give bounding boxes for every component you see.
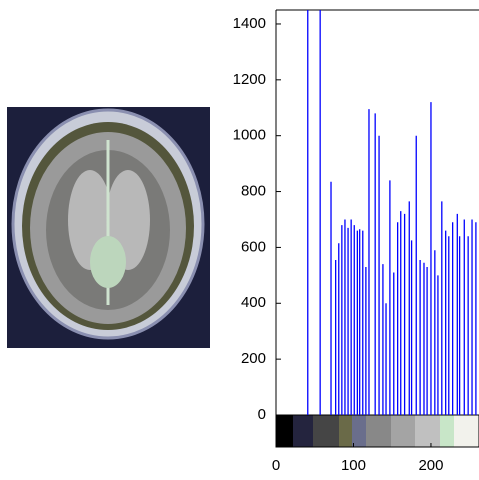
y-tick-label: 1200	[233, 71, 266, 88]
screen: 0 200 400 600 800 1000 1200 1400 0 100 200	[0, 0, 479, 480]
y-tick-label: 400	[241, 294, 266, 311]
y-tick-label: 800	[241, 183, 266, 200]
y-tick-label: 200	[241, 350, 266, 367]
plot-area	[308, 0, 476, 415]
y-tick-label: 1400	[233, 15, 266, 32]
x-tick-label: 200	[418, 457, 443, 474]
y-tick-label: 600	[241, 238, 266, 255]
y-tick-label: 1000	[233, 127, 266, 144]
mri-image	[7, 107, 210, 348]
x-tick-label: 0	[272, 457, 280, 474]
colorbar	[276, 415, 479, 447]
y-tick-label: 0	[258, 406, 266, 423]
x-tick-label: 100	[341, 457, 366, 474]
